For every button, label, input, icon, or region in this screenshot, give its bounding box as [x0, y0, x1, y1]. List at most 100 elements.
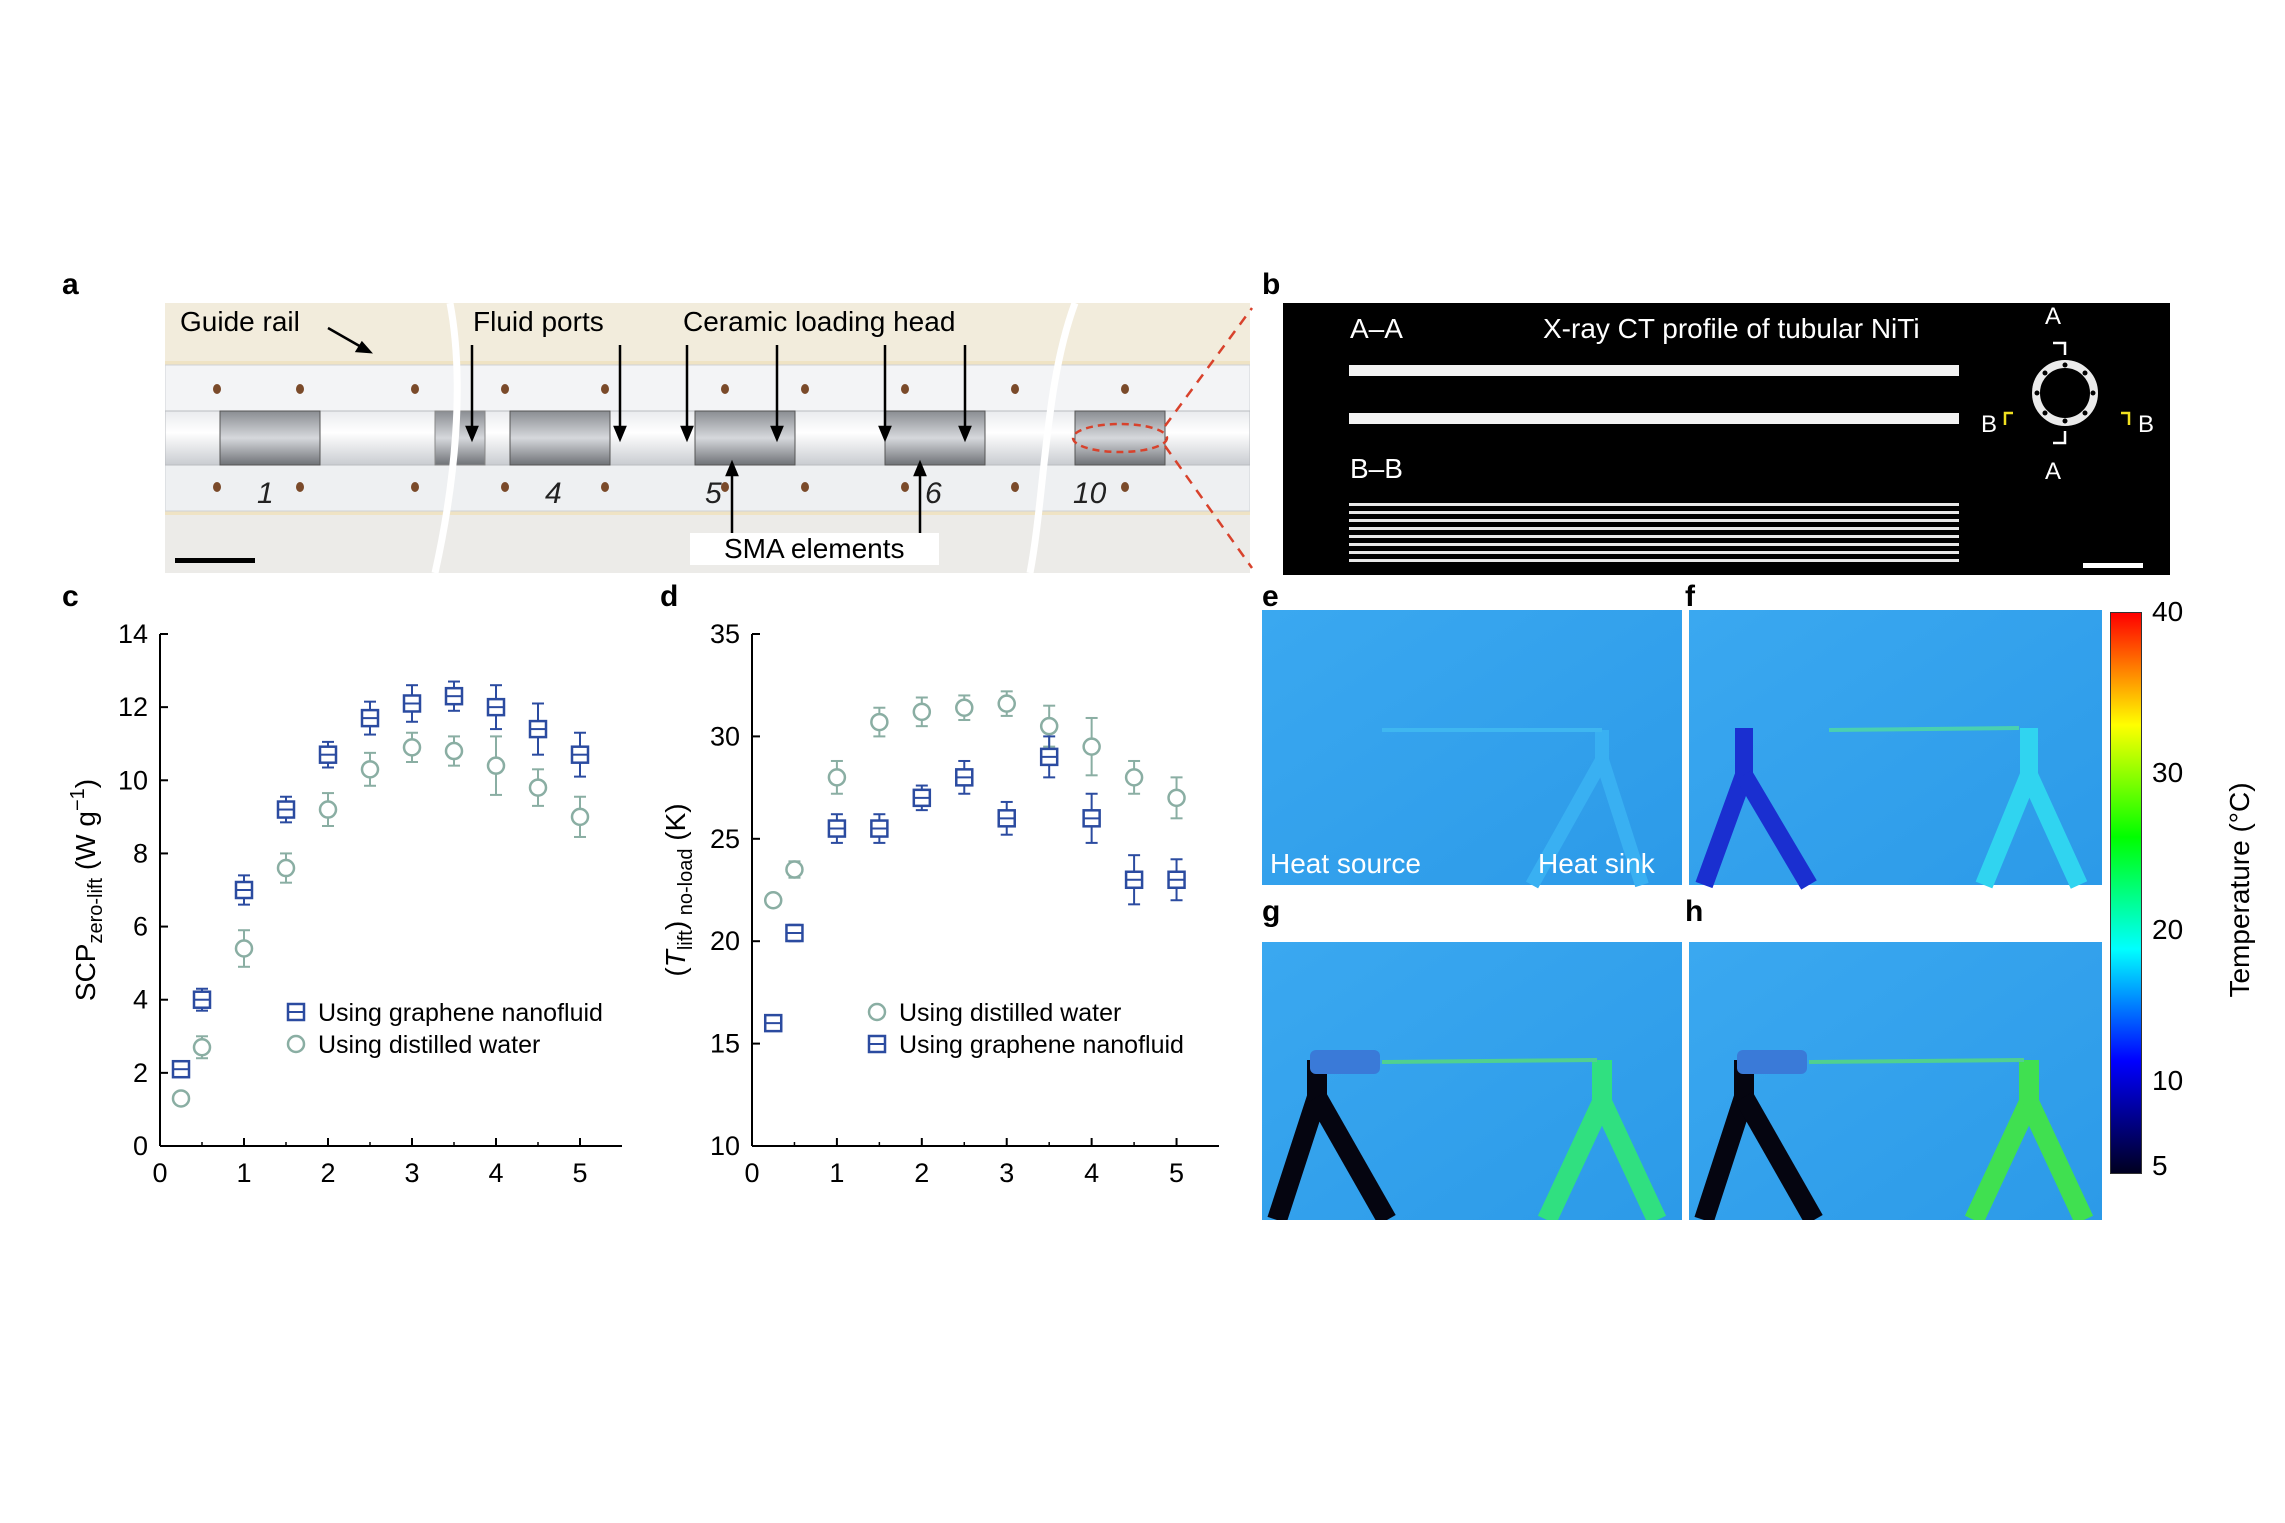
colorbar-label: Temperature (°C): [2224, 782, 2255, 998]
panel-label-c: c: [62, 580, 79, 613]
chart-c-scp: 01234502468101214Frequency (Hz)Using gra…: [67, 619, 622, 1188]
data-point-circle: [192, 1038, 212, 1057]
data-point-circle: [234, 939, 254, 958]
x-tick-label: 3: [999, 1158, 1014, 1188]
legend-label: Using distilled water: [899, 999, 1121, 1027]
x-tick-label: 4: [488, 1158, 503, 1188]
x-tick-label: 0: [744, 1158, 759, 1188]
x-tick-label: 5: [572, 1158, 587, 1188]
legend-label: Using graphene nanofluid: [318, 999, 603, 1027]
y-tick-label: 35: [710, 619, 740, 649]
section-bb-label: B–B: [1350, 453, 1403, 484]
data-point-circle: [528, 778, 548, 797]
x-tick-label: 0: [152, 1158, 167, 1188]
panel-label-e: e: [1262, 580, 1279, 613]
element-number-6: 6: [925, 477, 942, 510]
data-point-circle: [486, 756, 506, 775]
annotation-fluid-ports: Fluid ports: [473, 306, 604, 337]
colorbar-tick-30: 30: [2152, 757, 2184, 788]
thermal-image-f: [1689, 610, 2102, 890]
x-tick-label: 4: [1084, 1158, 1099, 1188]
panel-label-f: f: [1685, 580, 1695, 613]
data-point-circle: [402, 738, 422, 757]
panel-label-h: h: [1685, 895, 1704, 928]
data-point-circle: [318, 800, 338, 819]
panel-label-b: b: [1262, 268, 1281, 301]
chart-d-tlift: 012345101520253035Frequency (Hz)Using di…: [660, 619, 1219, 1188]
marker-a-top: A: [2045, 303, 2062, 330]
y-tick-label: 10: [710, 1131, 740, 1161]
thermal-image-g: [1262, 942, 1682, 1220]
data-point-circle: [1124, 768, 1144, 787]
legend-label: Using distilled water: [318, 1031, 540, 1059]
temperature-colorbar: [2110, 612, 2142, 1174]
x-tick-label: 5: [1169, 1158, 1184, 1188]
thermal-image-h: [1689, 942, 2102, 1220]
colorbar-tick-5: 5: [2152, 1150, 2168, 1181]
element-number-5: 5: [705, 477, 722, 510]
annotation-guide-rail: Guide rail: [180, 306, 300, 337]
heat-sink-label: Heat sink: [1538, 848, 1655, 879]
y-tick-label: 6: [133, 912, 148, 942]
data-point-circle: [763, 890, 783, 910]
annotation-ceramic-head: Ceramic loading head: [683, 306, 956, 337]
legend-marker-circle: [867, 1002, 887, 1022]
colorbar-tick-10: 10: [2152, 1065, 2184, 1096]
y-tick-label: 15: [710, 1029, 740, 1059]
data-point-circle: [360, 760, 380, 779]
data-point-circle: [955, 698, 974, 717]
marker-b-right: B: [2138, 411, 2155, 438]
annotation-sma-elements: SMA elements: [690, 533, 939, 565]
legend-label: Using graphene nanofluid: [899, 1031, 1184, 1059]
y-axis-label: (Tlift) no-load (K): [660, 803, 697, 976]
data-point-circle: [997, 694, 1016, 713]
data-point-circle: [444, 741, 464, 761]
thermal-images: [1262, 610, 2102, 1220]
data-point-circle: [870, 712, 889, 732]
y-tick-label: 30: [710, 721, 740, 751]
data-point-circle: [171, 1089, 191, 1108]
y-tick-label: 14: [118, 619, 148, 649]
data-point-circle: [570, 807, 590, 827]
y-tick-label: 25: [710, 824, 740, 854]
element-number-4: 4: [545, 477, 562, 510]
x-tick-label: 1: [236, 1158, 251, 1188]
data-point-circle: [276, 858, 296, 878]
x-tick-label: 2: [914, 1158, 929, 1188]
colorbar-tick-20: 20: [2152, 914, 2184, 945]
y-tick-label: 8: [133, 838, 148, 868]
thermal-image-e: [1262, 610, 1682, 889]
y-tick-label: 20: [710, 926, 740, 956]
panel-label-g: g: [1262, 895, 1281, 928]
y-tick-label: 4: [133, 985, 148, 1015]
heat-source-label: Heat source: [1270, 848, 1421, 879]
marker-b-left: B: [1981, 411, 1998, 438]
section-aa-label: A–A: [1350, 313, 1403, 344]
y-tick-label: 2: [133, 1058, 148, 1088]
data-point-circle: [1039, 716, 1059, 736]
ct-title: X-ray CT profile of tubular NiTi: [1543, 313, 1920, 344]
y-tick-label: 10: [118, 765, 148, 795]
ct-image: [1349, 341, 2143, 568]
y-axis-label: SCPzero-lift (W g−1): [67, 779, 107, 1001]
data-point-circle: [785, 860, 804, 879]
x-tick-label: 3: [404, 1158, 419, 1188]
data-point-circle: [912, 702, 932, 722]
x-tick-label: 1: [829, 1158, 844, 1188]
data-point-circle: [827, 768, 847, 787]
marker-a-bottom: A: [2045, 458, 2062, 485]
y-tick-label: 12: [118, 692, 148, 722]
element-number-1: 1: [257, 477, 274, 510]
colorbar-tick-40: 40: [2152, 596, 2184, 627]
data-point-circle: [1167, 788, 1186, 808]
data-point-circle: [1082, 737, 1101, 756]
legend-marker-circle: [286, 1034, 306, 1054]
zoom-connector: [1163, 307, 1254, 569]
ct-panel: A–A X-ray CT profile of tubular NiTi B–B: [1283, 303, 2170, 575]
element-number-10: 10: [1073, 477, 1107, 510]
y-tick-label: 0: [133, 1131, 148, 1161]
device-photo: 1 4 5 6 10: [165, 303, 1250, 573]
panel-label-a: a: [62, 268, 79, 301]
x-tick-label: 2: [320, 1158, 335, 1188]
panel-label-d: d: [660, 580, 679, 613]
